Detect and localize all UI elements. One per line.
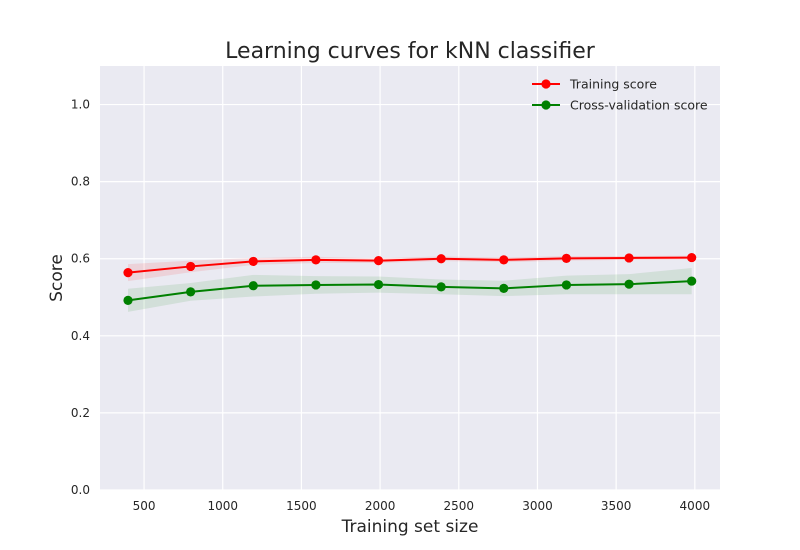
training-score-point: [186, 261, 196, 272]
training-score-point: [373, 256, 384, 266]
x-tick-label: 1500: [286, 499, 317, 513]
y-tick-label: 0.6: [71, 252, 90, 266]
cross-validation-score-point: [373, 279, 384, 290]
training-score-point: [561, 253, 572, 263]
cross-validation-score-point: [186, 287, 196, 297]
training-score-point: [499, 255, 509, 265]
y-tick-label: 0.8: [71, 175, 90, 189]
x-tick-label: 2000: [365, 499, 396, 513]
training-score-point: [248, 256, 258, 267]
y-axis-label: Score: [47, 254, 67, 302]
x-tick-label: 4000: [680, 499, 711, 513]
cross-validation-score-point: [248, 281, 258, 291]
cross-validation-score-legend-marker: [541, 100, 551, 110]
cross-validation-score-point: [561, 280, 572, 290]
x-axis-ticks: 500 1000 1500 2000 2500 3000 3500 4000: [133, 499, 710, 513]
training-score-line: [127, 256, 692, 274]
training-score-point: [624, 253, 634, 263]
y-tick-label: 0.0: [71, 483, 90, 497]
chart-title: Learning curves for kNN classifier: [225, 39, 596, 64]
training-score-point: [687, 252, 697, 263]
cross-validation-score-point: [499, 283, 509, 294]
cross-validation-score-line: [127, 280, 692, 302]
y-tick-label: 0.2: [71, 406, 90, 420]
cross-validation-score-legend-label: Cross-validation score: [570, 98, 708, 113]
cross-validation-score-point: [311, 280, 321, 290]
y-axis-ticks: 0.0 0.2 0.4 0.6 0.8 1.0: [71, 98, 90, 497]
cross-validation-score-band: [128, 267, 692, 312]
x-tick-label: 2500: [444, 499, 475, 513]
x-tick-label: 3000: [522, 499, 553, 513]
gridlines: [100, 66, 720, 491]
y-tick-label: 0.4: [71, 329, 90, 343]
cross-validation-score-point: [687, 276, 697, 286]
cross-validation-score-point: [436, 282, 446, 292]
x-tick-label: 500: [133, 499, 156, 513]
training-score-legend-marker: [541, 79, 551, 89]
training-score-point: [436, 254, 446, 264]
training-score-legend-label: Training score: [569, 77, 657, 92]
training-score-point: [311, 255, 321, 265]
x-axis-label: Training set size: [341, 517, 479, 537]
y-tick-label: 1.0: [71, 98, 90, 112]
series-points: [123, 252, 697, 305]
cross-validation-score-point: [123, 295, 133, 305]
series-lines: [127, 256, 692, 302]
x-tick-label: 3500: [601, 499, 632, 513]
training-score-point: [123, 268, 133, 278]
cross-validation-score-point: [624, 279, 634, 289]
x-tick-label: 1000: [207, 499, 238, 513]
legend: Training score Cross-validation score: [532, 77, 708, 113]
